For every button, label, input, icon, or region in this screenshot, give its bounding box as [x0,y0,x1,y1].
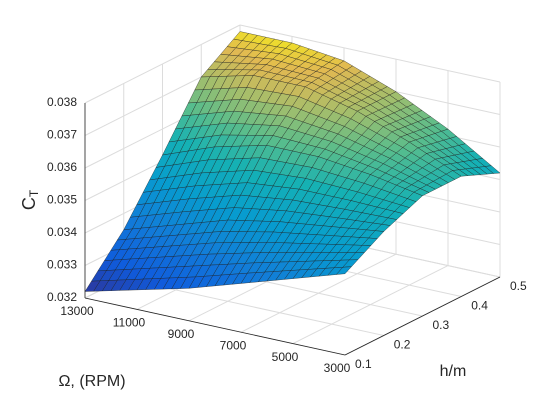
x-tick-label: 7000 [220,338,247,352]
z-tick-label: 0.038 [47,95,77,109]
x-tick-label: 9000 [168,327,195,341]
z-tick-label: 0.033 [47,258,77,272]
x-tick-label: 13000 [60,304,94,318]
y-axis-label: h/m [440,363,467,380]
surface [84,31,501,292]
z-label-sub: T [27,189,41,197]
y-tick-label: 0.2 [394,338,411,352]
ticks: 3000 5000 7000 9000 11000 13000 0.1 0.2 0.3 0.4 0.… [47,95,527,375]
axis-line [84,297,346,356]
z-tick-label: 0.035 [47,193,77,207]
y-tick-label: 0.1 [355,357,372,371]
x-axis-label: Ω, (RPM) [58,373,125,390]
z-label-main: C [19,197,39,210]
axis-line [344,276,501,356]
grid-line [84,24,241,104]
z-tick-label: 0.036 [47,160,77,174]
x-tick-label: 3000 [324,361,351,375]
y-tick-label: 0.3 [433,318,450,332]
surface-patch [336,266,352,275]
x-tick-label: 5000 [272,350,299,364]
z-tick-label: 0.037 [47,128,77,142]
grid-line [239,24,501,83]
y-tick-label: 0.5 [510,279,527,293]
x-tick-label: 11000 [113,316,146,330]
z-tick-label: 0.034 [47,225,77,239]
z-tick-label: 0.032 [47,290,77,304]
y-tick-label: 0.4 [471,299,488,313]
z-axis-label: CT [19,189,41,210]
